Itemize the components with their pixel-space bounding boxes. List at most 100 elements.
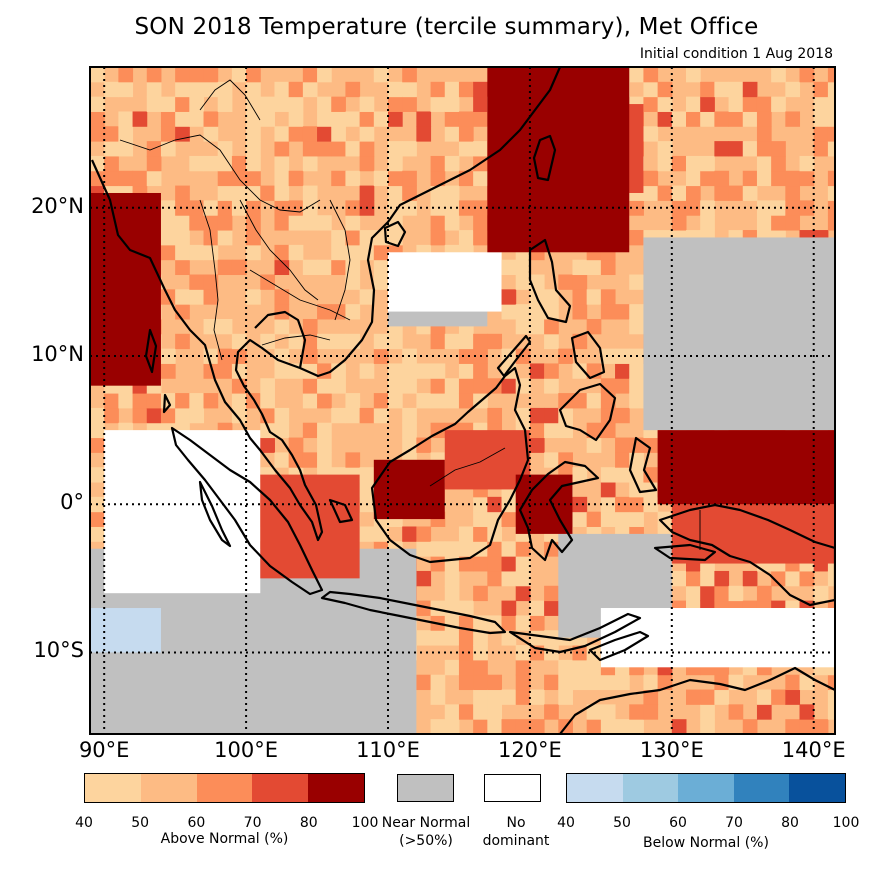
texture-cell (345, 215, 361, 231)
texture-cell (771, 200, 786, 216)
texture-cell (444, 570, 460, 587)
texture-cell (373, 111, 389, 127)
texture-cell (586, 259, 602, 276)
texture-cell (529, 689, 545, 705)
gulf-thailand-coast (254, 310, 307, 369)
texture-cell (146, 67, 162, 83)
texture-cell (643, 437, 659, 453)
texture-cell (515, 585, 531, 602)
texture-cell (444, 215, 460, 231)
texture-cell (246, 170, 261, 187)
texture-cell (458, 230, 474, 246)
texture-cell (104, 141, 119, 157)
texture-cell (714, 674, 730, 691)
texture-cell (260, 111, 275, 127)
seram-coastline (653, 543, 717, 562)
texture-cell (756, 689, 772, 705)
texture-cell (373, 393, 389, 409)
texture-cell (501, 541, 517, 557)
texture-cell (615, 719, 630, 734)
below-normal-tick-label: 40 (557, 815, 575, 831)
texture-cell (373, 274, 389, 290)
texture-cell (742, 170, 758, 187)
texture-cell (160, 96, 176, 112)
sumatra-coastline (170, 426, 324, 596)
texture-cell (700, 111, 715, 127)
texture-cell (175, 230, 190, 246)
region-above-80-100 (487, 67, 630, 253)
texture-cell (686, 96, 701, 112)
texture-cell (473, 96, 488, 112)
texture-cell (331, 170, 346, 187)
texture-cell (558, 274, 573, 290)
texture-cell (160, 141, 176, 157)
texture-cell (331, 96, 346, 112)
texture-cell (558, 674, 573, 691)
texture-cell (643, 67, 659, 83)
texture-cell (544, 585, 559, 602)
texture-cell (302, 141, 318, 157)
texture-cell (217, 185, 233, 201)
texture-cell (90, 526, 105, 542)
texture-cell (331, 378, 346, 394)
texture-cell (501, 615, 517, 631)
texture-cell (700, 96, 715, 112)
texture-cell (402, 422, 417, 439)
texture-cell (189, 81, 205, 98)
texture-cell (373, 348, 389, 364)
texture-cell (302, 422, 318, 439)
texture-cell (203, 274, 219, 290)
texture-cell (388, 96, 403, 112)
texture-cell (756, 215, 772, 231)
texture-cell (600, 289, 616, 305)
texture-cell (600, 304, 616, 320)
longitude-tick-label: 130°E (639, 738, 704, 762)
texture-cell (104, 81, 119, 98)
texture-cell (189, 274, 205, 290)
texture-cell (686, 200, 701, 216)
near-normal-swatch (397, 774, 454, 802)
texture-cell (302, 215, 318, 231)
australia-coastline (559, 666, 835, 734)
texture-cell (430, 719, 446, 734)
texture-cell (728, 81, 744, 98)
below-normal-swatch (622, 774, 679, 802)
texture-cell (629, 511, 644, 527)
texture-cell (501, 289, 517, 305)
texture-cell (572, 496, 588, 513)
texture-cell (175, 67, 190, 83)
texture-cell (402, 363, 417, 379)
texture-cell (473, 630, 488, 646)
texture-cell (458, 704, 474, 720)
texture-cell (742, 719, 758, 734)
texture-cell (714, 170, 730, 187)
texture-cell (785, 689, 801, 705)
texture-cell (260, 333, 275, 350)
texture-cell (444, 333, 460, 350)
texture-cell (288, 111, 304, 127)
texture-cell (444, 378, 460, 394)
texture-cell (217, 363, 233, 379)
texture-cell (104, 170, 119, 187)
texture-cell (402, 378, 417, 394)
texture-cell (615, 452, 630, 468)
texture-cell (629, 304, 644, 320)
texture-cell (473, 111, 488, 127)
texture-cell (345, 304, 361, 320)
texture-cell (487, 496, 503, 513)
texture-cell (529, 615, 545, 631)
texture-cell (785, 215, 801, 231)
texture-cell (714, 585, 730, 602)
texture-cell (274, 363, 290, 379)
texture-cell (160, 215, 176, 231)
texture-cell (430, 363, 446, 379)
texture-cell (586, 719, 602, 734)
texture-cell (104, 155, 119, 172)
texture-cell (799, 170, 815, 187)
longitude-tick-label: 90°E (78, 738, 130, 762)
texture-cell (501, 570, 517, 587)
region-near-normal (643, 237, 835, 431)
philippines-visayas-coastline (570, 330, 606, 380)
texture-cell (473, 511, 488, 527)
texture-cell (175, 407, 190, 424)
